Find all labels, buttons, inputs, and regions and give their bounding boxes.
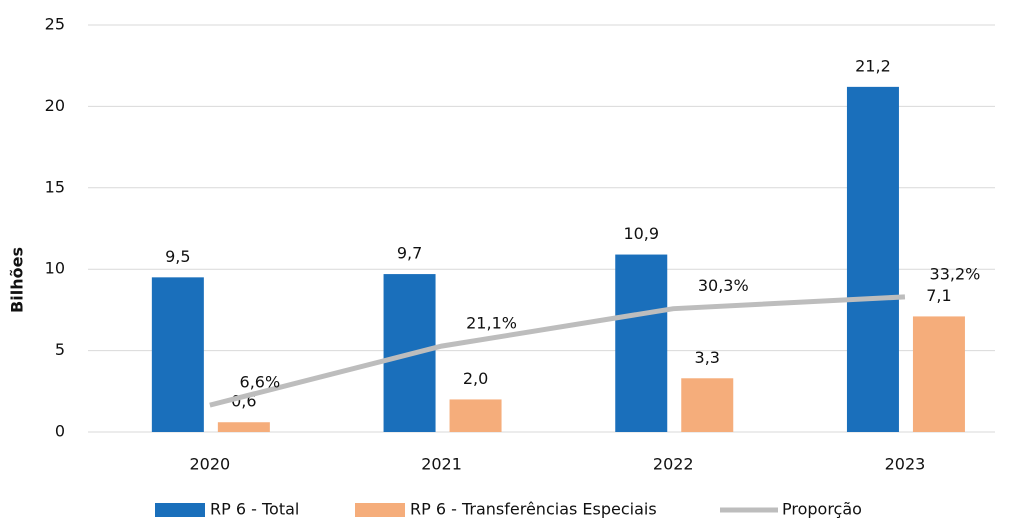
data-label: 7,1 <box>926 286 951 305</box>
bar <box>217 422 270 432</box>
data-label: 33,2% <box>930 264 981 283</box>
bar <box>615 254 668 432</box>
data-label: 3,3 <box>695 348 720 367</box>
x-tick-label: 2021 <box>421 455 462 474</box>
x-tick-label: 2022 <box>653 455 694 474</box>
x-tick-label: 2023 <box>885 455 926 474</box>
data-label: 21,1% <box>466 314 517 333</box>
y-tick-label: 5 <box>55 340 65 359</box>
y-tick-label: 15 <box>45 177 65 196</box>
legend-label: Proporção <box>782 500 862 519</box>
y-tick-label: 25 <box>45 15 65 34</box>
data-label: 9,5 <box>165 247 190 266</box>
data-label: 30,3% <box>698 276 749 295</box>
y-tick-label: 10 <box>45 259 65 278</box>
bar <box>681 378 734 432</box>
line <box>209 294 906 408</box>
bar <box>449 399 502 432</box>
y-tick-label: 20 <box>45 96 65 115</box>
bar <box>846 86 899 432</box>
bar <box>912 316 965 432</box>
data-label: 10,9 <box>623 224 659 243</box>
y-tick-label: 0 <box>55 422 65 441</box>
data-label: 2,0 <box>463 369 488 388</box>
legend-label: RP 6 - Transferências Especiais <box>410 500 657 519</box>
legend-label: RP 6 - Total <box>210 500 299 519</box>
x-tick-label: 2020 <box>189 455 230 474</box>
bar <box>151 277 204 432</box>
data-label: 9,7 <box>397 244 422 263</box>
legend-swatch <box>155 503 205 517</box>
data-label: 6,6% <box>240 373 281 392</box>
legend-swatch <box>355 503 405 517</box>
data-label: 21,2 <box>855 56 891 75</box>
y-axis-label: Bilhões <box>8 247 27 313</box>
